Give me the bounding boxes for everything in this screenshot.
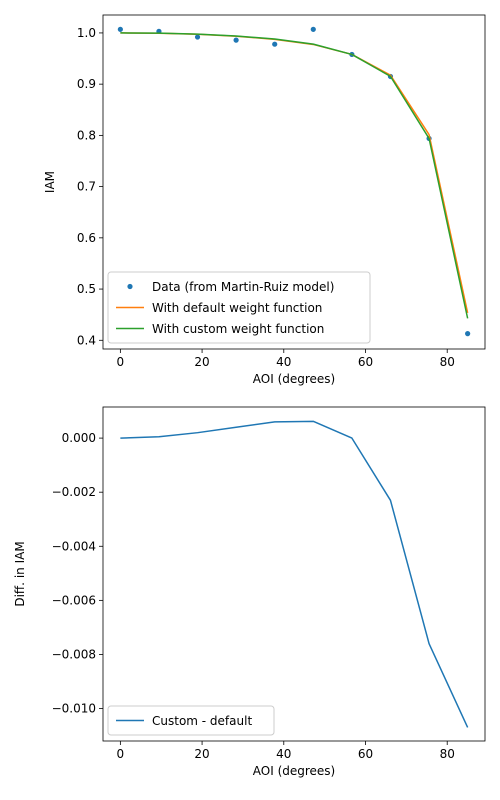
x-tick-label: 20	[194, 747, 209, 761]
data-point	[310, 26, 316, 32]
y-tick-label: −0.008	[52, 647, 96, 661]
y-tick-label: 0.6	[77, 231, 96, 245]
legend-swatch-marker	[127, 283, 133, 290]
data-point	[465, 331, 471, 337]
axes-frame	[102, 14, 486, 350]
y-tick-label: 0.7	[77, 180, 96, 194]
y-axis-label: Diff. in IAM	[13, 541, 27, 606]
legend-entry: Data (from Martin-Ruiz model)	[152, 280, 334, 294]
y-tick-label: −0.002	[52, 485, 96, 499]
legend-entry: Custom - default	[152, 714, 252, 728]
x-tick-label: 20	[194, 355, 209, 369]
series-line-2	[120, 32, 469, 319]
axes-frame	[102, 406, 486, 742]
x-tick-label: 0	[117, 747, 125, 761]
x-tick-label: 40	[276, 747, 291, 761]
y-tick-label: −0.010	[52, 702, 96, 716]
x-tick-label: 60	[358, 747, 373, 761]
x-tick-label: 80	[440, 355, 455, 369]
y-tick-label: 0.8	[77, 128, 96, 142]
legend-box	[107, 705, 275, 736]
x-tick-label: 0	[117, 355, 125, 369]
y-tick-label: 0.5	[77, 282, 96, 296]
x-tick-label: 80	[440, 747, 455, 761]
x-axis-label: AOI (degrees)	[253, 372, 335, 386]
x-axis-label: AOI (degrees)	[253, 764, 335, 778]
iam-chart: 0 20 40 60 80 0.4 0.5 0.6 0.7 0.8 0.9 1.0 AOI (degre…	[43, 14, 486, 386]
legend-entry: With custom weight function	[152, 322, 324, 336]
legend-box	[107, 271, 371, 344]
y-tick-label: 0.9	[77, 77, 96, 91]
y-tick-label: 0.4	[77, 333, 96, 347]
data-point	[233, 37, 239, 43]
series-line-0	[120, 420, 469, 728]
y-tick-label: −0.006	[52, 593, 96, 607]
data-point	[194, 34, 201, 40]
legend: Custom - default	[107, 705, 275, 736]
diff-chart: 0 20 40 60 80 0.000 −0.002 −0.004 −0.006 −0.008 −0…	[13, 406, 486, 778]
y-tick-label: 1.0	[77, 26, 96, 40]
y-tick-label: 0.000	[62, 431, 96, 445]
series-line-1	[120, 32, 469, 314]
data-point	[272, 41, 278, 47]
legend-entry: With default weight function	[152, 301, 322, 315]
x-tick-label: 40	[276, 355, 291, 369]
data-point	[117, 26, 123, 32]
legend: Data (from Martin-Ruiz model) With defaul…	[107, 271, 371, 344]
y-axis-label: IAM	[43, 171, 57, 193]
x-tick-label: 60	[358, 355, 373, 369]
y-tick-label: −0.004	[52, 539, 96, 553]
